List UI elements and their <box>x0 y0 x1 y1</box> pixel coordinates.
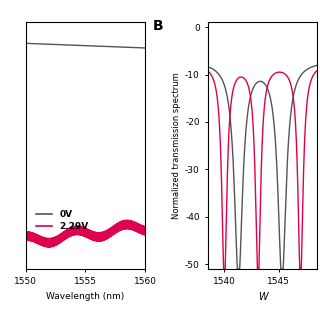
X-axis label: Wavelength (nm): Wavelength (nm) <box>46 292 124 301</box>
Legend: 0V, 2.29V: 0V, 2.29V <box>33 207 92 235</box>
Y-axis label: Normalized transmission spectrum: Normalized transmission spectrum <box>172 72 181 219</box>
Text: B: B <box>153 19 164 33</box>
X-axis label: W: W <box>258 292 267 302</box>
